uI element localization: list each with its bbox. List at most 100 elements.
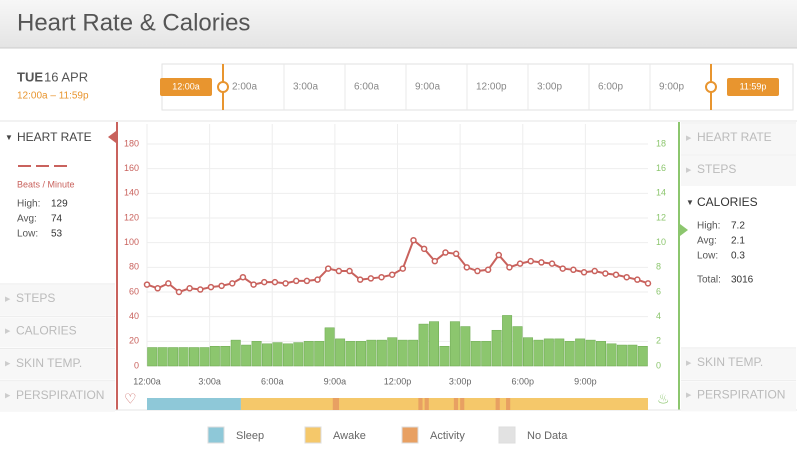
calorie-bar	[241, 344, 252, 367]
y-tick-label: 60	[129, 286, 139, 296]
caret: ▶	[5, 328, 11, 335]
x-tick-label: 9:00p	[574, 376, 597, 386]
timeline-label: 3:00a	[293, 82, 318, 93]
y-tick-label: 40	[129, 311, 139, 321]
menu-item[interactable]: CALORIES	[16, 323, 77, 337]
calorie-bar	[387, 337, 398, 367]
heart-rate-point	[399, 265, 407, 272]
menu-item[interactable]: SKIN TEMP.	[16, 356, 82, 370]
menu-item[interactable]: PERSPIRATION	[16, 388, 104, 402]
heart-rate-point	[474, 267, 481, 275]
menu-row[interactable]	[681, 349, 796, 379]
menu-row[interactable]	[681, 156, 796, 186]
calorie-bar	[303, 341, 314, 367]
heart-rate-point	[431, 257, 439, 265]
x-tick-label: 6:00p	[511, 376, 534, 386]
heart-rate-point	[346, 267, 353, 275]
activity-segment	[453, 398, 459, 410]
calorie-bar	[575, 338, 586, 367]
calorie-bar	[554, 338, 565, 367]
timeline-label: 9:00a	[415, 82, 440, 93]
heart-rate-point	[229, 280, 236, 287]
date: 16 APR	[44, 69, 88, 84]
handle[interactable]	[727, 78, 779, 96]
calorie-bar	[491, 329, 502, 367]
y2-tick-label: 2	[656, 336, 661, 346]
menu-item[interactable]: HEART RATE	[697, 130, 772, 144]
heart-rate-point	[623, 273, 630, 281]
heart-rate-point	[250, 281, 257, 288]
calorie-bar	[230, 339, 241, 367]
y-tick-label: 120	[124, 212, 139, 222]
calorie-bar	[314, 341, 325, 367]
heart-rate-point	[186, 285, 193, 292]
timeline-label: 6:00a	[354, 82, 379, 93]
legend-label: No Data	[527, 430, 568, 442]
calorie-bar	[606, 343, 617, 367]
y-tick-label: 80	[129, 262, 139, 272]
heart-rate-point	[271, 278, 279, 286]
panel-title[interactable]: HEART RATE	[17, 130, 92, 144]
calorie-bar	[408, 339, 419, 367]
heart-rate-point	[506, 264, 513, 271]
caret: ▶	[5, 296, 11, 303]
stat-label: Low:	[17, 229, 38, 240]
timeline-label: 3:00p	[537, 82, 562, 93]
y2-tick-label: 16	[656, 163, 666, 173]
handle-knob[interactable]	[705, 81, 717, 93]
timeline-label: 12:00p	[476, 82, 507, 93]
y-tick-label: 0	[134, 360, 139, 370]
heart-rate-point	[324, 265, 332, 272]
heart-rate-point	[484, 266, 492, 274]
menu-item[interactable]: PERSPIRATION	[697, 387, 785, 401]
calorie-bar	[376, 339, 387, 367]
calorie-bar	[272, 342, 283, 367]
menu-row[interactable]	[0, 381, 115, 412]
calorie-bar	[366, 339, 377, 367]
handle[interactable]	[160, 78, 212, 96]
x-tick-label: 6:00a	[261, 376, 284, 386]
menu-row[interactable]	[681, 381, 796, 412]
y-tick-label: 100	[124, 237, 139, 247]
heart-rate-point	[634, 276, 641, 283]
caret: ▶	[686, 135, 692, 142]
timeline[interactable]	[161, 63, 794, 111]
menu-row[interactable]	[0, 285, 115, 315]
caret: ▶	[5, 360, 11, 367]
menu-item[interactable]: STEPS	[16, 291, 55, 305]
heart-rate-point	[420, 245, 428, 253]
caret: ▼	[5, 133, 13, 142]
calorie-bar	[460, 326, 471, 367]
heart-rate-point	[314, 276, 321, 283]
heart-rate-point	[612, 271, 620, 278]
activity-segment	[332, 398, 340, 410]
handle-knob[interactable]	[217, 81, 229, 93]
calorie-bar	[449, 321, 460, 367]
activity-segment	[240, 398, 648, 410]
heart-rate-point	[175, 288, 183, 296]
calorie-bar	[616, 344, 627, 367]
heart-rate-point	[410, 236, 417, 244]
y2-tick-label: 4	[656, 311, 661, 321]
y-tick-label: 140	[124, 188, 139, 198]
heart-rate-point	[197, 286, 204, 293]
heart-rate-point	[548, 260, 556, 267]
x-tick-label: 9:00a	[324, 376, 347, 386]
panel-title[interactable]: CALORIES	[697, 195, 758, 209]
stat-value: 2.1	[731, 236, 745, 247]
y2-tick-label: 14	[656, 188, 666, 198]
menu-row[interactable]	[0, 317, 115, 348]
heart-rate-point	[463, 264, 471, 271]
calorie-bar	[627, 344, 638, 367]
handle-label: 11:59p	[740, 81, 767, 91]
menu-item[interactable]: SKIN TEMP.	[697, 355, 763, 369]
menu-item[interactable]: STEPS	[697, 162, 736, 176]
heart-rate-point	[538, 259, 545, 266]
menu-row[interactable]	[0, 349, 115, 380]
x-tick-label: 12:00p	[384, 376, 412, 386]
calorie-bar	[481, 341, 492, 367]
menu-row[interactable]	[681, 124, 796, 154]
y-tick-label: 160	[124, 163, 139, 173]
header	[0, 0, 797, 48]
